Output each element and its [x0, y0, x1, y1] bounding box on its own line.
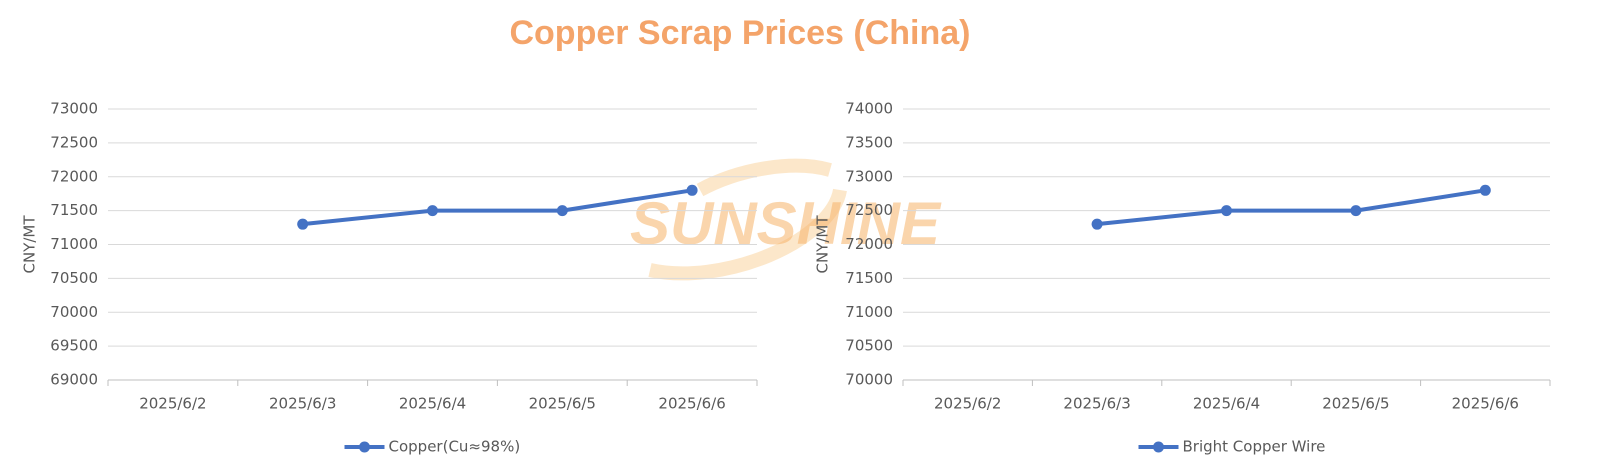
x-tick-label: 2025/6/4: [1193, 395, 1260, 413]
x-tick-label: 2025/6/5: [529, 395, 596, 413]
x-tick-label: 2025/6/2: [934, 395, 1001, 413]
y-tick-label: 70000: [845, 371, 893, 389]
y-tick-label: 70000: [50, 303, 98, 321]
x-tick-label: 2025/6/5: [1322, 395, 1389, 413]
y-tick-label: 69500: [50, 337, 98, 355]
y-axis-title: CNY/MT: [814, 215, 832, 274]
x-tick-label: 2025/6/3: [1063, 395, 1130, 413]
chart: CNY/MT 70000 70500 71000 71500 72000 72500 7300…: [814, 100, 1551, 456]
y-tick-label: 70500: [845, 337, 893, 355]
y-tick-label: 71000: [50, 235, 98, 253]
y-tick-label: 70500: [50, 269, 98, 287]
watermark: SUNSHINE: [630, 158, 942, 281]
data-point: [1221, 205, 1232, 217]
legend-marker: [359, 441, 370, 453]
data-point: [1350, 205, 1362, 217]
data-point: [1091, 218, 1103, 230]
data-point: [556, 205, 568, 217]
y-tick-label: 72000: [845, 235, 893, 253]
data-point: [1479, 184, 1491, 196]
data-point: [427, 205, 438, 217]
legend-label: Copper(Cu≈98%): [389, 438, 521, 456]
series-line: [1096, 188, 1486, 227]
y-tick-label: 73000: [50, 100, 98, 118]
series-line: [302, 188, 693, 227]
x-tick-label: 2025/6/6: [658, 395, 725, 413]
x-tick-label: 2025/6/6: [1452, 395, 1519, 413]
y-tick-label: 71000: [845, 303, 893, 321]
y-tick-label: 72500: [845, 201, 893, 219]
y-tick-label: 73000: [845, 167, 893, 185]
y-tick-label: 69000: [50, 371, 98, 389]
y-tick-label: 74000: [845, 100, 893, 118]
legend-label: Bright Copper Wire: [1183, 438, 1326, 456]
y-tick-label: 73500: [845, 133, 893, 151]
y-tick-label: 71500: [50, 201, 98, 219]
legend-marker: [1153, 441, 1164, 453]
watermark-arc: [648, 188, 847, 281]
x-tick-label: 2025/6/2: [139, 395, 206, 413]
page-title: Copper Scrap Prices (China): [509, 14, 970, 52]
y-axis-title: CNY/MT: [21, 215, 39, 274]
y-tick-label: 72000: [50, 167, 98, 185]
watermark-text: SUNSHINE: [630, 190, 942, 257]
y-tick-label: 71500: [845, 269, 893, 287]
watermark-arc: [696, 158, 832, 197]
chart: CNY/MT 69000 69500 70000 70500 71000 71500 7200…: [21, 100, 758, 456]
x-tick-label: 2025/6/3: [269, 395, 336, 413]
x-tick-label: 2025/6/4: [399, 395, 466, 413]
data-point: [686, 184, 698, 196]
y-tick-label: 72500: [50, 133, 98, 151]
data-point: [297, 218, 309, 230]
